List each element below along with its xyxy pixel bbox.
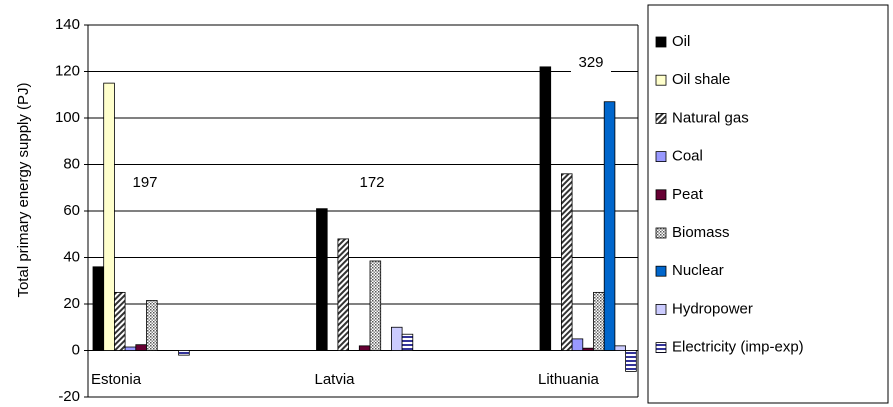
- bar: [114, 291, 126, 351]
- bar: [625, 350, 637, 372]
- annotation-bg: [352, 173, 392, 193]
- y-tick-label: 140: [55, 16, 80, 33]
- bar: [539, 66, 552, 351]
- y-tick-label: 100: [55, 109, 80, 126]
- bar: [614, 345, 627, 351]
- annotation-bg: [571, 53, 611, 73]
- y-tick-label: 40: [63, 248, 80, 265]
- y-tick-label: 60: [63, 202, 80, 219]
- bar: [178, 350, 190, 356]
- legend-label: Peat: [672, 186, 704, 203]
- annotation: 329: [578, 54, 603, 71]
- legend-label: Oil shale: [672, 71, 730, 88]
- annotation-bg: [125, 173, 165, 193]
- legend-label: Electricity (imp-exp): [672, 339, 804, 356]
- y-tick-label: 20: [63, 295, 80, 312]
- legend-label: Natural gas: [672, 109, 749, 126]
- x-tick-label: Estonia: [91, 371, 142, 388]
- legend-marker: [655, 342, 667, 354]
- annotation: 197: [132, 174, 157, 191]
- y-tick-label: -20: [58, 388, 80, 405]
- legend-marker: [655, 113, 667, 124]
- bar: [582, 347, 594, 351]
- legend-marker: [655, 189, 667, 201]
- annotation: 172: [359, 174, 384, 191]
- legend-label: Hydropower: [672, 300, 753, 317]
- bar: [337, 238, 349, 351]
- bar: [571, 338, 584, 351]
- bar: [401, 333, 414, 351]
- bar: [316, 208, 328, 351]
- bar: [358, 345, 371, 351]
- legend-marker: [655, 74, 667, 86]
- bar: [369, 260, 382, 351]
- y-tick-label: 120: [55, 62, 80, 79]
- bar: [603, 101, 616, 351]
- x-tick-label: Lithuania: [538, 371, 600, 388]
- bar: [103, 82, 115, 351]
- bar: [390, 326, 403, 351]
- bar: [124, 346, 137, 351]
- bar: [593, 291, 605, 351]
- x-tick-label: Latvia: [315, 371, 356, 388]
- legend-label: Nuclear: [672, 262, 724, 279]
- legend-marker: [655, 151, 667, 163]
- y-tick-label: 80: [63, 155, 80, 172]
- y-axis-label: Total primary energy supply (PJ): [15, 82, 32, 297]
- bar: [92, 266, 105, 351]
- bar: [146, 300, 158, 351]
- bar: [135, 344, 147, 351]
- legend-marker: [655, 227, 667, 239]
- legend-label: Coal: [672, 148, 703, 165]
- y-tick-label: 0: [72, 341, 80, 358]
- legend-marker: [655, 36, 667, 48]
- legend-box: [647, 4, 889, 404]
- bar: [561, 173, 573, 351]
- legend-marker: [655, 303, 667, 315]
- legend-label: Biomass: [672, 224, 730, 241]
- legend-marker: [655, 265, 667, 277]
- legend-label: Oil: [672, 33, 690, 50]
